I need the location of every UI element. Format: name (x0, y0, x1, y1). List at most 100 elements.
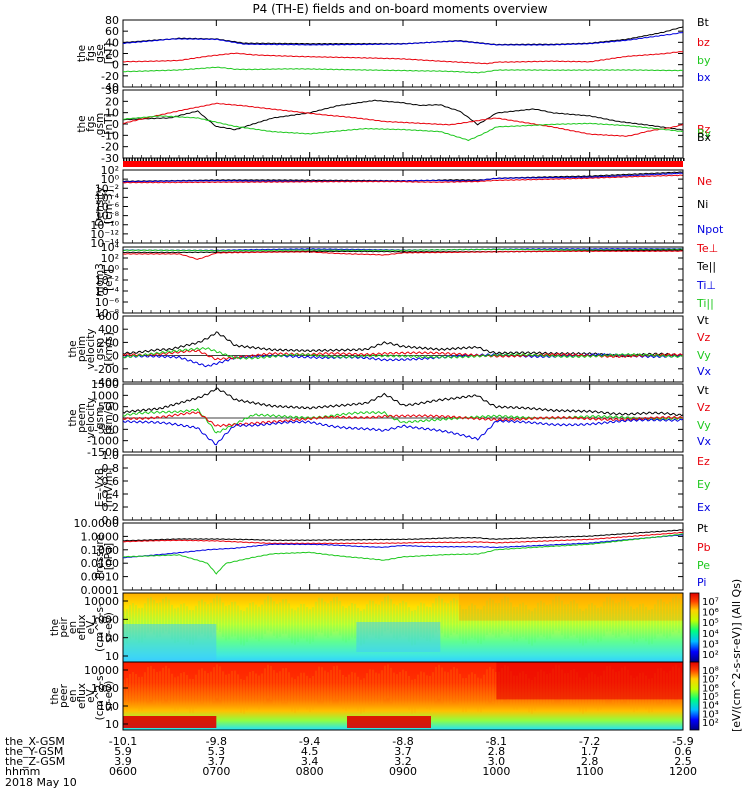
axis-value-hhmm: 0600 (109, 765, 137, 778)
spectrogram-stripe (279, 671, 281, 706)
mode-tick (240, 158, 243, 161)
spectrogram-stripe (345, 608, 347, 643)
mode-tick (369, 158, 371, 161)
axis-value-y_gsm: 0.6 (674, 745, 692, 758)
spectrogram-stripe (426, 675, 428, 710)
y-axis-label: velocity (85, 328, 97, 369)
spectrogram-stripe (477, 677, 479, 712)
spectrogram-stripe (567, 604, 569, 639)
axis-value-z_gsm: 2.8 (581, 755, 599, 768)
spectrogram-stripe (264, 668, 266, 703)
y-axis-label: peim (76, 336, 88, 362)
spectrogram-stripe (297, 607, 299, 642)
mode-tick (386, 158, 388, 161)
spectrogram-stripe (405, 671, 407, 706)
mode-tick (204, 158, 206, 161)
spectrogram-stripe (312, 607, 314, 642)
mode-tick (212, 158, 215, 161)
mode-tick (666, 158, 668, 161)
mode-tick (638, 158, 640, 161)
spectrogram-stripe (615, 603, 617, 638)
spectrogram-region (123, 716, 217, 728)
mode-tick (680, 158, 682, 161)
y-tick-label: 30 (105, 84, 119, 97)
y-axis-label: [nPa] (103, 543, 115, 570)
axis-value-x_gsm: -8.8 (392, 735, 413, 748)
spectrogram-stripe (480, 609, 482, 645)
legend-Vt: Vt (697, 384, 710, 397)
spectrogram-stripe (216, 595, 218, 631)
series-Vx (123, 353, 683, 368)
mode-tick (607, 158, 609, 161)
spectrogram-stripe (219, 597, 221, 632)
spectrogram-stripe (327, 672, 329, 707)
mode-tick (375, 158, 377, 161)
mode-tick (554, 158, 556, 161)
series-by (123, 66, 683, 74)
mode-tick (545, 158, 548, 161)
spectrogram-stripe (165, 596, 167, 632)
spectrogram-stripe (672, 597, 674, 633)
y-tick-label: -10 (101, 129, 119, 142)
mode-tick (190, 158, 192, 161)
mode-tick (475, 158, 478, 161)
mode-tick (655, 158, 657, 161)
colorbar (689, 661, 700, 731)
mode-tick (562, 158, 565, 161)
mode-tick (593, 158, 595, 161)
spectrogram-stripe (282, 599, 284, 634)
spectrogram-stripe (204, 601, 206, 637)
spectrogram-stripe (666, 603, 668, 639)
spectrogram-stripe (612, 600, 614, 635)
mode-tick (394, 158, 397, 161)
spectrogram-stripe (147, 667, 149, 702)
mode-tick (142, 158, 145, 161)
mode-tick (148, 158, 150, 161)
mode-tick (316, 158, 318, 161)
mode-tick (201, 158, 203, 161)
spectrogram-stripe (294, 679, 296, 714)
mode-tick (422, 158, 425, 161)
spectrogram-stripe (147, 598, 149, 633)
mode-tick (319, 158, 321, 161)
mode-tick (419, 158, 422, 161)
mode-tick (660, 158, 663, 161)
mode-tick (134, 158, 136, 161)
axis-value-x_gsm: -9.8 (206, 735, 227, 748)
mode-tick (657, 158, 660, 161)
spectrogram-stripe (456, 599, 458, 635)
mode-tick (604, 158, 607, 161)
mode-tick (649, 158, 651, 161)
spectrogram-stripe (159, 671, 161, 706)
colorbar-tick-label: 10⁶ (702, 608, 719, 619)
spectrogram-stripe (168, 668, 170, 703)
legend-Te||: Te|| (696, 260, 716, 273)
axis-value-hhmm: 0900 (389, 765, 417, 778)
spectrogram-stripe (366, 604, 368, 639)
spectrogram-stripe (429, 675, 431, 710)
spectrogram-stripe (447, 672, 449, 707)
y-tick-label: 80 (105, 14, 119, 27)
spectrogram-stripe (222, 602, 224, 638)
colorbar-tick-label: 10⁷ (702, 675, 719, 686)
spectrogram-stripe (189, 678, 191, 713)
spectrogram-stripe (291, 677, 293, 712)
spectrogram-stripe (132, 603, 134, 638)
mode-tick (615, 158, 618, 161)
spectrogram-stripe (210, 602, 212, 638)
spectrogram-stripe (195, 605, 197, 641)
mode-tick (271, 158, 273, 161)
spectrogram-stripe (306, 606, 308, 642)
spectrogram-stripe (156, 671, 158, 706)
mode-tick (207, 158, 209, 161)
y-axis-label: fgs (85, 116, 97, 132)
mode-tick (585, 158, 587, 161)
y-tick-label: 10⁻⁸ (95, 307, 120, 320)
series-Vy (123, 347, 683, 360)
spectrogram-stripe (234, 670, 236, 705)
y-tick-label: -200 (94, 363, 119, 376)
spectrogram-stripe (123, 679, 125, 714)
spectrogram-stripe (630, 606, 632, 641)
colorbar-tick-label: 10⁴ (702, 629, 719, 640)
mode-tick (391, 158, 394, 161)
